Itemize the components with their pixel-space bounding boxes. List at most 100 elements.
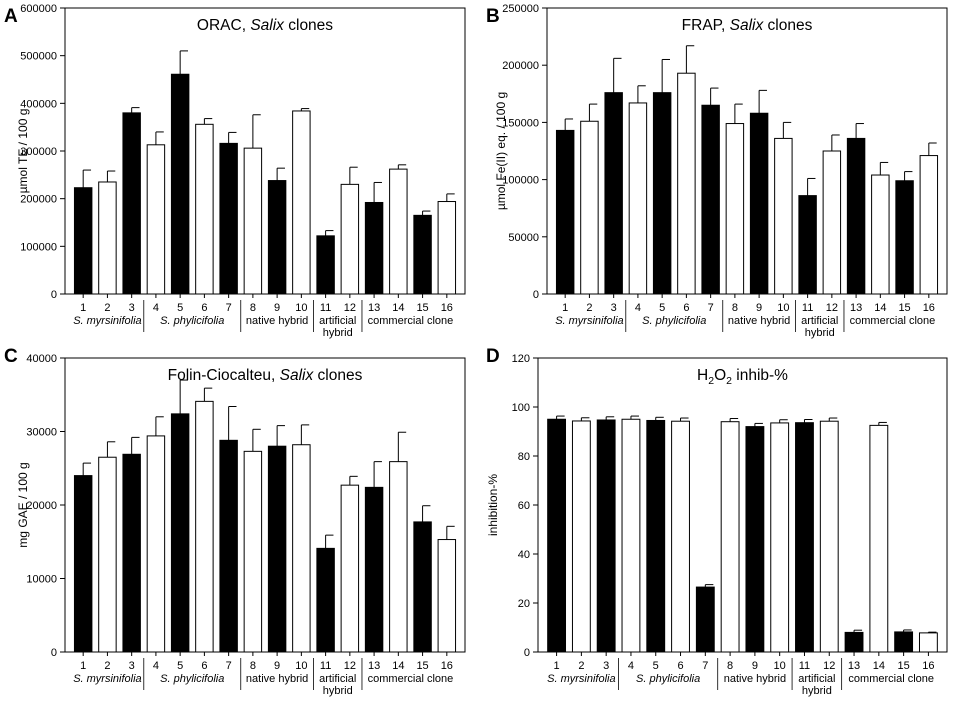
y-tick-label: 40000 <box>26 353 57 365</box>
panel-c: C Folin-Ciocalteu, Salix clones 0 10000 2000… <box>4 346 466 697</box>
x-tick-label: 8 <box>732 302 738 314</box>
bar <box>195 400 214 653</box>
y-axis-label: µmol Fe(II) eq. / 100 g <box>494 92 508 210</box>
bar <box>919 155 939 295</box>
x-tick-label: 16 <box>441 660 453 672</box>
y-tick-label: 150000 <box>502 117 539 129</box>
bar <box>646 419 666 653</box>
bar <box>677 72 696 295</box>
x-tick-label: 14 <box>392 660 404 672</box>
x-tick-label: 5 <box>653 660 659 672</box>
y-tick-label: 300000 <box>20 146 57 158</box>
x-tick-label: 6 <box>683 302 689 314</box>
x-tick-label: 7 <box>226 660 232 672</box>
panel-b: B FRAP, Salix clones 0 50000 100000 150000 200… <box>486 3 948 339</box>
y-tick-label: 80 <box>518 451 530 463</box>
x-tick-label: 4 <box>635 302 641 314</box>
group-label: S. myrsinifolia <box>547 673 615 685</box>
panel-letter: D <box>486 346 500 367</box>
x-tick-label: 15 <box>897 660 909 672</box>
x-tick-label: 16 <box>922 660 934 672</box>
x-tick-label: 15 <box>416 660 428 672</box>
y-tick-label: 600000 <box>20 3 57 15</box>
x-tick-label: 8 <box>250 302 256 314</box>
bar <box>437 201 457 295</box>
x-tick-label: 14 <box>392 302 404 314</box>
panel-letter: A <box>4 6 18 27</box>
x-tick-label: 12 <box>823 660 835 672</box>
group-label: hybrid <box>323 327 353 339</box>
x-tick-label: 8 <box>727 660 733 672</box>
x-tick-label: 1 <box>562 302 568 314</box>
bar <box>871 174 890 295</box>
x-tick-label: 2 <box>586 302 592 314</box>
x-tick-label: 11 <box>802 302 813 314</box>
x-tick-label: 5 <box>659 302 665 314</box>
group-label: S. phylicifolia <box>642 315 706 327</box>
chart-title: H2O2 inhib-% <box>697 367 788 387</box>
y-tick-label: 0 <box>51 289 57 301</box>
bar <box>146 435 166 653</box>
x-tick-label: 3 <box>603 660 609 672</box>
bar <box>844 631 864 653</box>
y-tick-label: 500000 <box>20 51 57 63</box>
bar <box>340 183 360 295</box>
x-tick-label: 12 <box>826 302 838 314</box>
x-tick-label: 3 <box>129 660 135 672</box>
bar <box>146 144 166 295</box>
bar <box>73 475 93 653</box>
bar <box>219 142 238 295</box>
group-label: commercial clone <box>850 315 936 327</box>
bar <box>364 201 384 295</box>
bar <box>671 420 690 653</box>
bar <box>122 112 141 295</box>
y-tick-label: 0 <box>533 289 539 301</box>
group-label: artificial <box>319 315 356 327</box>
bar <box>267 180 287 295</box>
group-label: S. myrsinifolia <box>555 315 623 327</box>
group-label: S. phylicifolia <box>160 673 224 685</box>
group-label: native hybrid <box>724 673 786 685</box>
bar <box>604 92 623 295</box>
bar <box>819 420 839 653</box>
bar <box>98 181 117 295</box>
bar <box>73 187 93 295</box>
x-tick-label: 3 <box>129 302 135 314</box>
x-tick-label: 5 <box>177 302 183 314</box>
group-label: S. phylicifolia <box>160 315 224 327</box>
bar <box>170 413 190 653</box>
bar <box>340 484 360 653</box>
group-label: commercial clone <box>368 315 454 327</box>
x-tick-label: 13 <box>368 302 380 314</box>
x-tick-label: 1 <box>80 660 86 672</box>
x-tick-label: 12 <box>344 660 356 672</box>
group-label: hybrid <box>805 327 835 339</box>
x-tick-label: 8 <box>250 660 256 672</box>
panel-a: A ORAC, Salix clones 0 100000 200000 300000 40… <box>4 3 466 339</box>
bar <box>701 104 720 295</box>
y-tick-label: 100000 <box>502 175 539 187</box>
x-tick-label: 3 <box>611 302 617 314</box>
bar <box>389 168 408 295</box>
bar <box>652 92 672 295</box>
x-tick-label: 2 <box>578 660 584 672</box>
x-tick-label: 13 <box>850 302 862 314</box>
bar <box>547 418 567 653</box>
y-tick-label: 10000 <box>26 574 57 586</box>
x-tick-label: 9 <box>756 302 762 314</box>
group-label: hybrid <box>802 685 832 697</box>
group-label: S. myrsinifolia <box>73 673 141 685</box>
x-tick-label: 11 <box>320 660 331 672</box>
y-tick-label: 100000 <box>20 241 57 253</box>
x-tick-label: 9 <box>274 302 280 314</box>
y-tick-label: 120 <box>512 353 530 365</box>
x-tick-label: 9 <box>752 660 758 672</box>
bar <box>869 424 889 653</box>
y-tick-label: 20 <box>518 598 530 610</box>
bar <box>628 102 648 295</box>
panel-d: D H2O2 inhib-% 0 20 40 60 80 100 120 inhibition-%… <box>486 346 948 697</box>
bar <box>774 137 793 295</box>
group-label: S. myrsinifolia <box>73 315 141 327</box>
x-tick-label: 2 <box>104 302 110 314</box>
bar <box>389 461 408 653</box>
